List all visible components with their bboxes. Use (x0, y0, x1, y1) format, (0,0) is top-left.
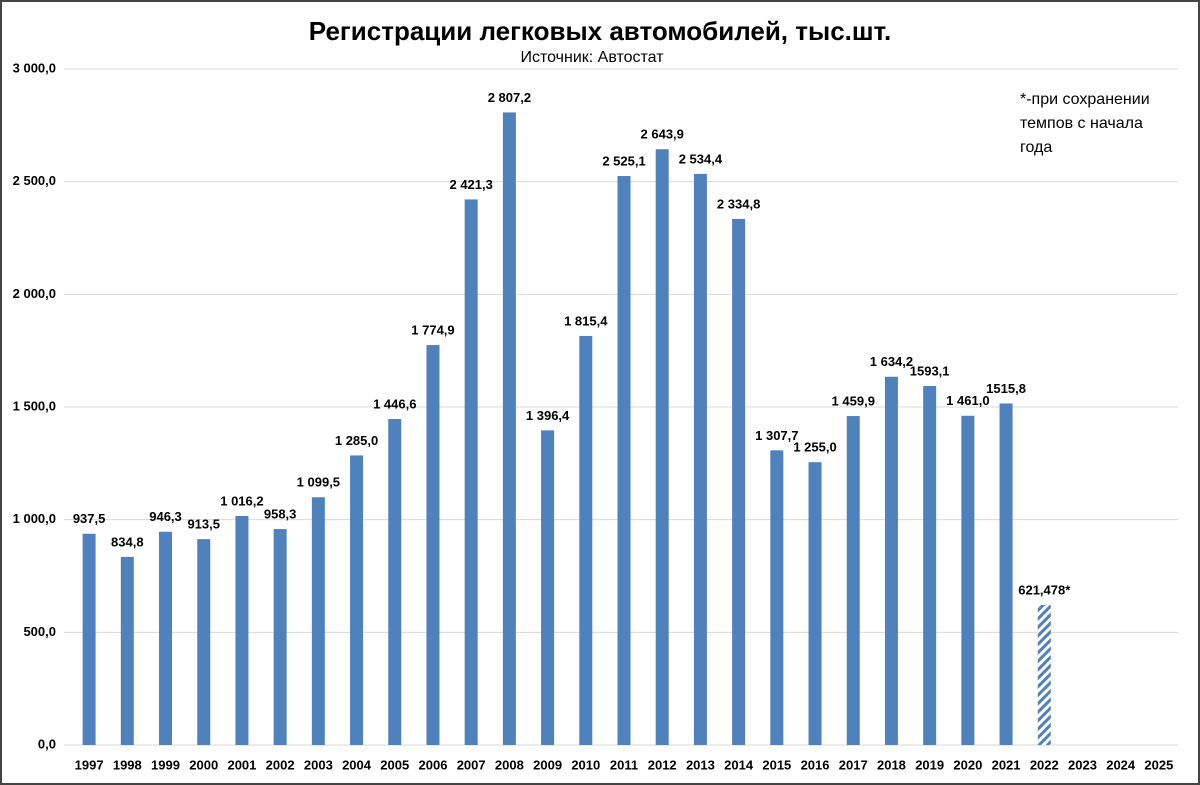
bar (579, 335, 593, 745)
bar (159, 531, 173, 745)
x-tick-label: 2012 (648, 757, 677, 772)
y-tick-label: 2 000,0 (13, 286, 56, 301)
chart-subtitle: Источник: Автостат (520, 49, 664, 66)
x-tick-label: 2010 (571, 757, 600, 772)
x-tick-label: 1999 (151, 757, 180, 772)
value-label: 1593,1 (910, 363, 950, 378)
bar (273, 529, 287, 745)
x-tick-label: 2004 (342, 757, 372, 772)
bar (197, 539, 211, 745)
bar (541, 430, 555, 745)
value-label: 937,5 (73, 511, 106, 526)
x-tick-label: 2016 (801, 757, 830, 772)
value-label: 1 634,2 (870, 354, 913, 369)
value-label: 1 774,9 (411, 322, 454, 337)
chart-title: Регистрации легковых автомобилей, тыс.шт… (309, 16, 891, 46)
value-label: 1515,8 (986, 381, 1026, 396)
value-label: 2 807,2 (488, 90, 531, 105)
value-label: 1 099,5 (297, 475, 340, 490)
bar (502, 112, 516, 745)
bar (311, 497, 325, 745)
x-tick-label: 2019 (915, 757, 944, 772)
x-tick-label: 2021 (992, 757, 1021, 772)
bar (808, 462, 822, 745)
y-tick-label: 3 000,0 (13, 60, 56, 75)
bar (1037, 604, 1051, 745)
x-tick-label: 2001 (227, 757, 256, 772)
x-tick-label: 2014 (724, 757, 754, 772)
bar (961, 415, 975, 745)
bar (923, 386, 937, 745)
x-tick-label: 2017 (839, 757, 868, 772)
bar (235, 516, 249, 745)
bar (693, 173, 707, 745)
value-label: 1 459,9 (832, 393, 875, 408)
bar (846, 416, 860, 745)
x-tick-label: 2022 (1030, 757, 1059, 772)
x-tick-label: 2002 (266, 757, 295, 772)
value-label: 1 461,0 (946, 393, 989, 408)
y-tick-label: 1 000,0 (13, 511, 56, 526)
value-label: 1 815,4 (564, 313, 608, 328)
value-label: 834,8 (111, 534, 144, 549)
value-label: 1 396,4 (526, 408, 570, 423)
x-tick-label: 2005 (380, 757, 409, 772)
annotation: *-при сохранении темпов с начала года (1020, 91, 1150, 156)
x-tick-label: 2024 (1106, 757, 1136, 772)
bar (464, 199, 478, 746)
value-label: 1 016,2 (220, 493, 263, 508)
bar (350, 455, 364, 745)
value-label: 1 255,0 (793, 440, 836, 455)
value-label: 958,3 (264, 507, 297, 522)
value-label: 2 534,4 (679, 151, 723, 166)
bar (426, 345, 440, 745)
bar (617, 176, 631, 745)
y-tick-label: 0,0 (38, 736, 56, 751)
value-label: 2 643,9 (641, 127, 684, 142)
x-tick-label: 2018 (877, 757, 906, 772)
bar (655, 149, 669, 745)
value-label: 2 421,3 (449, 177, 492, 192)
x-tick-label: 2013 (686, 757, 715, 772)
value-label: 2 525,1 (602, 153, 645, 168)
x-tick-label: 1997 (75, 757, 104, 772)
bar (770, 450, 784, 745)
value-label: 913,5 (187, 517, 220, 532)
bar (120, 556, 134, 745)
value-label: 1 307,7 (755, 428, 798, 443)
y-tick-label: 2 500,0 (13, 173, 56, 188)
x-tick-label: 2009 (533, 757, 562, 772)
value-label: 2 334,8 (717, 196, 760, 211)
y-tick-label: 1 500,0 (13, 398, 56, 413)
value-label: 621,478* (1018, 582, 1071, 597)
value-label: 946,3 (149, 509, 182, 524)
x-tick-label: 2025 (1144, 757, 1173, 772)
x-tick-label: 2023 (1068, 757, 1097, 772)
x-tick-label: 2011 (610, 757, 638, 772)
value-label: 1 446,6 (373, 396, 416, 411)
x-tick-label: 2008 (495, 757, 524, 772)
x-tick-label: 2000 (189, 757, 218, 772)
x-tick-label: 1998 (113, 757, 142, 772)
bar (82, 533, 96, 745)
x-tick-label: 2015 (762, 757, 791, 772)
x-tick-label: 2003 (304, 757, 333, 772)
y-tick-label: 500,0 (23, 624, 56, 639)
value-label: 1 285,0 (335, 433, 378, 448)
bar (999, 403, 1013, 745)
x-tick-label: 2006 (419, 757, 448, 772)
x-tick-label: 2020 (953, 757, 982, 772)
bar (732, 218, 746, 746)
bar (388, 419, 402, 745)
x-tick-label: 2007 (457, 757, 486, 772)
bar (884, 376, 898, 745)
